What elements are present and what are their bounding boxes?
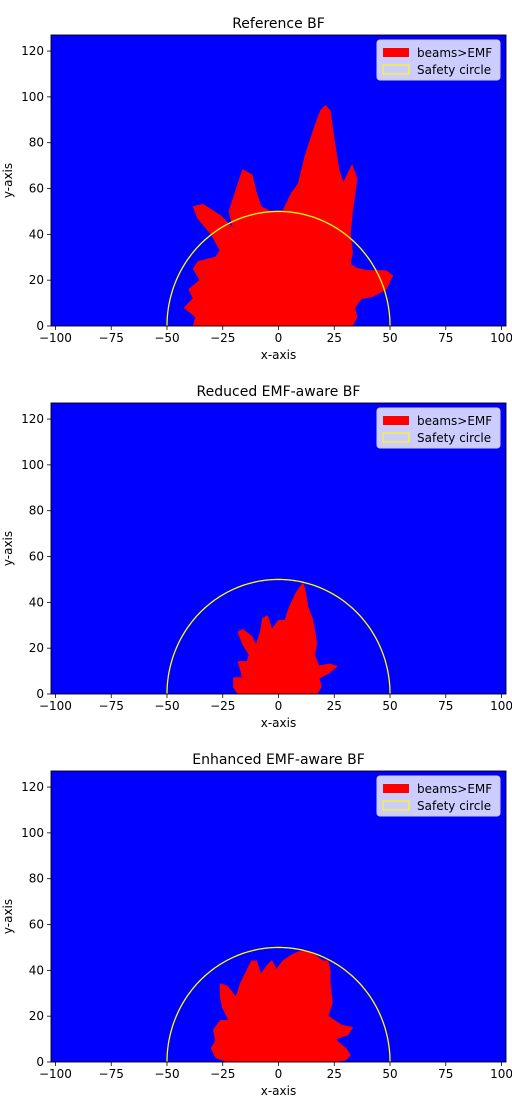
- y-tick-label: 120: [21, 780, 44, 794]
- legend: beams>EMF Safety circle: [376, 39, 501, 81]
- legend-swatch-circle: [382, 800, 410, 811]
- y-tick-label: 60: [29, 182, 44, 196]
- x-tick-label: 0: [275, 331, 283, 345]
- beams-region: [210, 951, 353, 1062]
- y-tick-label: 80: [29, 504, 44, 518]
- chart-title: Reduced EMF-aware BF: [197, 384, 361, 400]
- x-tick-label: 25: [327, 1067, 342, 1081]
- x-axis-label: x-axis: [261, 1084, 296, 1098]
- x-tick-label: −75: [99, 1067, 124, 1081]
- legend-label-region: beams>EMF: [417, 46, 492, 60]
- x-tick-label: 0: [275, 699, 283, 713]
- x-tick-label: 75: [438, 1067, 453, 1081]
- y-axis-label: y-axis: [1, 531, 15, 566]
- safety-circle: [166, 578, 391, 694]
- legend-swatch-region: [383, 48, 409, 57]
- y-tick-label: 20: [29, 273, 44, 287]
- legend-swatch-region: [383, 784, 409, 793]
- safety-circle: [166, 946, 391, 1062]
- legend: beams>EMF Safety circle: [376, 407, 501, 449]
- legend: beams>EMF Safety circle: [376, 775, 501, 817]
- legend-swatch-circle: [382, 432, 410, 443]
- y-tick-label: 20: [29, 641, 44, 655]
- x-axis-label: x-axis: [261, 348, 296, 362]
- y-tick-label: 100: [21, 458, 44, 472]
- x-tick-label: −50: [154, 1067, 179, 1081]
- beams-region: [233, 583, 338, 694]
- legend-label-circle: Safety circle: [417, 799, 491, 813]
- chart-panel-1: −100 −75 −50 −25 0 25 50 75 100 0 20 40 60 80 100 120 x-…: [1, 16, 512, 362]
- y-axis-label: y-axis: [1, 899, 15, 934]
- x-tick-label: 100: [490, 1067, 512, 1081]
- legend-swatch-region: [383, 416, 409, 425]
- x-tick-label: −25: [210, 699, 235, 713]
- x-tick-label: −50: [154, 331, 179, 345]
- y-tick-label: 80: [29, 136, 44, 150]
- y-tick-label: 60: [29, 550, 44, 564]
- x-tick-label: 75: [438, 331, 453, 345]
- y-tick-label: 60: [29, 918, 44, 932]
- legend-label-region: beams>EMF: [417, 414, 492, 428]
- x-tick-label: 75: [438, 699, 453, 713]
- y-tick-label: 0: [36, 1055, 44, 1069]
- y-tick-label: 120: [21, 412, 44, 426]
- x-tick-label: 50: [382, 699, 397, 713]
- y-tick-label: 0: [36, 687, 44, 701]
- x-tick-label: −50: [154, 699, 179, 713]
- y-tick-label: 120: [21, 44, 44, 58]
- y-tick-label: 20: [29, 1009, 44, 1023]
- y-axis-label: y-axis: [1, 163, 15, 198]
- x-axis-label: x-axis: [261, 716, 296, 730]
- y-tick-label: 100: [21, 826, 44, 840]
- y-tick-label: 40: [29, 595, 44, 609]
- x-tick-label: −25: [210, 1067, 235, 1081]
- x-tick-label: −100: [39, 1067, 72, 1081]
- chart-panels: −100 −75 −50 −25 0 25 50 75 100 0 20 40 60 80 100 120 x-…: [1, 16, 512, 1098]
- y-tick-label: 40: [29, 227, 44, 241]
- chart-title: Enhanced EMF-aware BF: [192, 752, 365, 768]
- x-tick-label: 0: [275, 1067, 283, 1081]
- x-tick-label: 25: [327, 699, 342, 713]
- chart-panel-2: −100 −75 −50 −25 0 25 50 75 100 0 20 40 60 80 100 120 x-…: [1, 384, 512, 730]
- x-tick-label: 100: [490, 331, 512, 345]
- x-tick-label: −75: [99, 699, 124, 713]
- x-tick-label: 50: [382, 1067, 397, 1081]
- x-tick-label: 100: [490, 699, 512, 713]
- chart-panel-3: −100 −75 −50 −25 0 25 50 75 100 0 20 40 60 80 100 120 x-…: [1, 752, 512, 1098]
- legend-label-circle: Safety circle: [417, 63, 491, 77]
- legend-swatch-circle: [382, 64, 410, 75]
- legend-label-region: beams>EMF: [417, 782, 492, 796]
- y-tick-label: 40: [29, 963, 44, 977]
- y-tick-label: 0: [36, 319, 44, 333]
- x-tick-label: −100: [39, 331, 72, 345]
- chart-title: Reference BF: [232, 16, 325, 32]
- x-tick-label: −100: [39, 699, 72, 713]
- x-tick-label: 25: [327, 331, 342, 345]
- x-tick-label: −25: [210, 331, 235, 345]
- y-tick-label: 100: [21, 90, 44, 104]
- x-tick-label: 50: [382, 331, 397, 345]
- y-tick-label: 80: [29, 872, 44, 886]
- x-tick-label: −75: [99, 331, 124, 345]
- safety-circle: [166, 210, 391, 326]
- legend-label-circle: Safety circle: [417, 431, 491, 445]
